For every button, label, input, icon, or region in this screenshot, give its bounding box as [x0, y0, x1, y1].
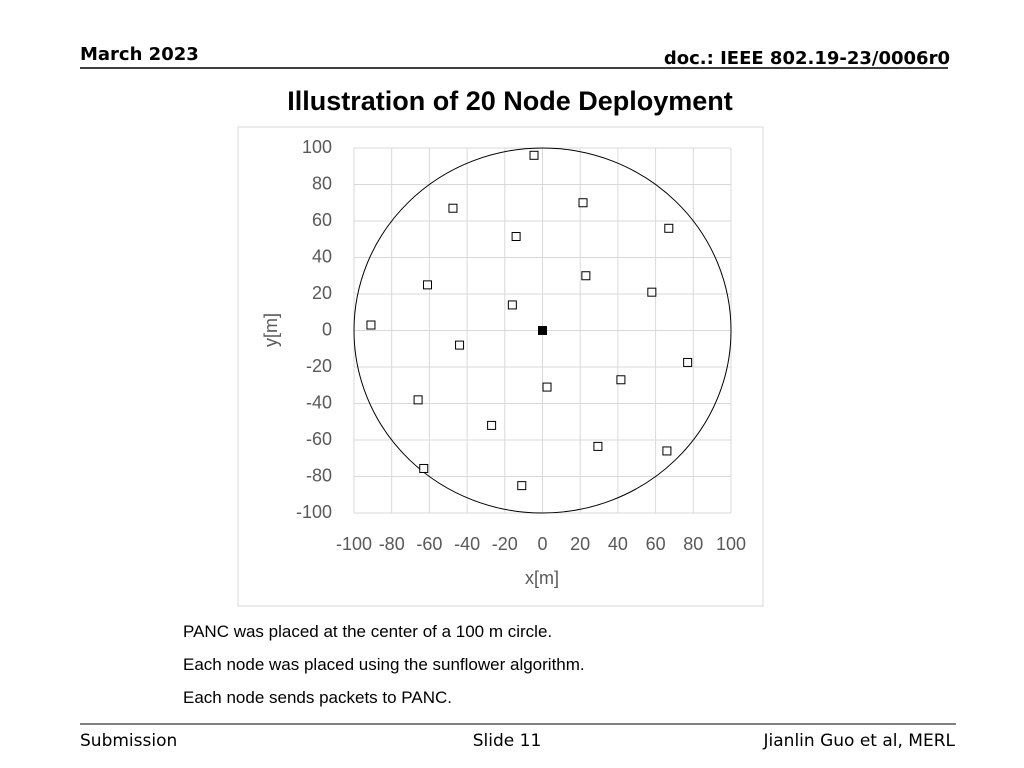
x-axis-label: x[m] [525, 568, 559, 588]
node-marker [542, 382, 552, 392]
x-tick-label: -80 [379, 534, 405, 554]
node-marker [647, 287, 657, 297]
node-marker [529, 150, 539, 160]
node-marker [593, 441, 603, 451]
node-marker [511, 232, 521, 242]
note: PANC was placed at the center of a 100 m… [183, 622, 552, 641]
node-marker [578, 198, 588, 208]
x-tick-label: 0 [537, 534, 547, 554]
node-marker [455, 340, 465, 350]
x-tick-label: -20 [492, 534, 518, 554]
x-tick-label: -100 [336, 534, 372, 554]
y-tick-label: 40 [312, 246, 332, 266]
footer-left: Submission [80, 731, 177, 751]
y-tick-label: -80 [306, 465, 332, 485]
x-tick-label: -40 [454, 534, 480, 554]
node-marker [366, 320, 376, 330]
node-marker [662, 446, 672, 456]
node-marker [423, 280, 433, 290]
y-tick-label: 0 [322, 319, 332, 339]
x-tick-label: -60 [416, 534, 442, 554]
node-marker [683, 357, 693, 367]
node-marker [487, 420, 497, 430]
node-marker [517, 481, 527, 491]
slide-title: Illustration of 20 Node Deployment [287, 86, 733, 116]
node-marker [448, 203, 458, 213]
plot: -100 -80 -60 -40 -20 0 20 40 60 80 100 -100 -80 -60 -4… [296, 137, 746, 554]
y-tick-label: -100 [296, 502, 332, 522]
x-tick-label: 100 [716, 534, 746, 554]
x-tick-label: 80 [683, 534, 703, 554]
footer-center: Slide 11 [473, 731, 542, 751]
x-tick-label: 40 [608, 534, 628, 554]
footer-right: Jianlin Guo et al, MERL [763, 731, 956, 751]
y-tick-label: 100 [302, 137, 332, 157]
note: Each node was placed using the sunflower… [183, 655, 585, 674]
y-tick-label: -20 [306, 356, 332, 376]
node-marker [581, 271, 591, 281]
y-tick-label: -60 [306, 429, 332, 449]
note: Each node sends packets to PANC. [183, 688, 452, 707]
node-marker [538, 326, 547, 335]
y-tick-label: 80 [312, 173, 332, 193]
node-marker [664, 223, 674, 233]
y-axis-label: y[m] [261, 313, 281, 347]
node-marker [413, 395, 423, 405]
x-tick-label: 20 [570, 534, 590, 554]
node-marker [507, 300, 517, 310]
x-tick-label: 60 [646, 534, 666, 554]
node-marker [616, 375, 626, 385]
y-tick-label: -40 [306, 392, 332, 412]
y-tick-label: 20 [312, 283, 332, 303]
header-doc: doc.: IEEE 802.19-23/0006r0 [664, 48, 950, 69]
coverage-circle [353, 147, 732, 514]
node-marker [419, 463, 429, 473]
y-tick-label: 60 [312, 210, 332, 230]
header-date: March 2023 [80, 44, 199, 65]
